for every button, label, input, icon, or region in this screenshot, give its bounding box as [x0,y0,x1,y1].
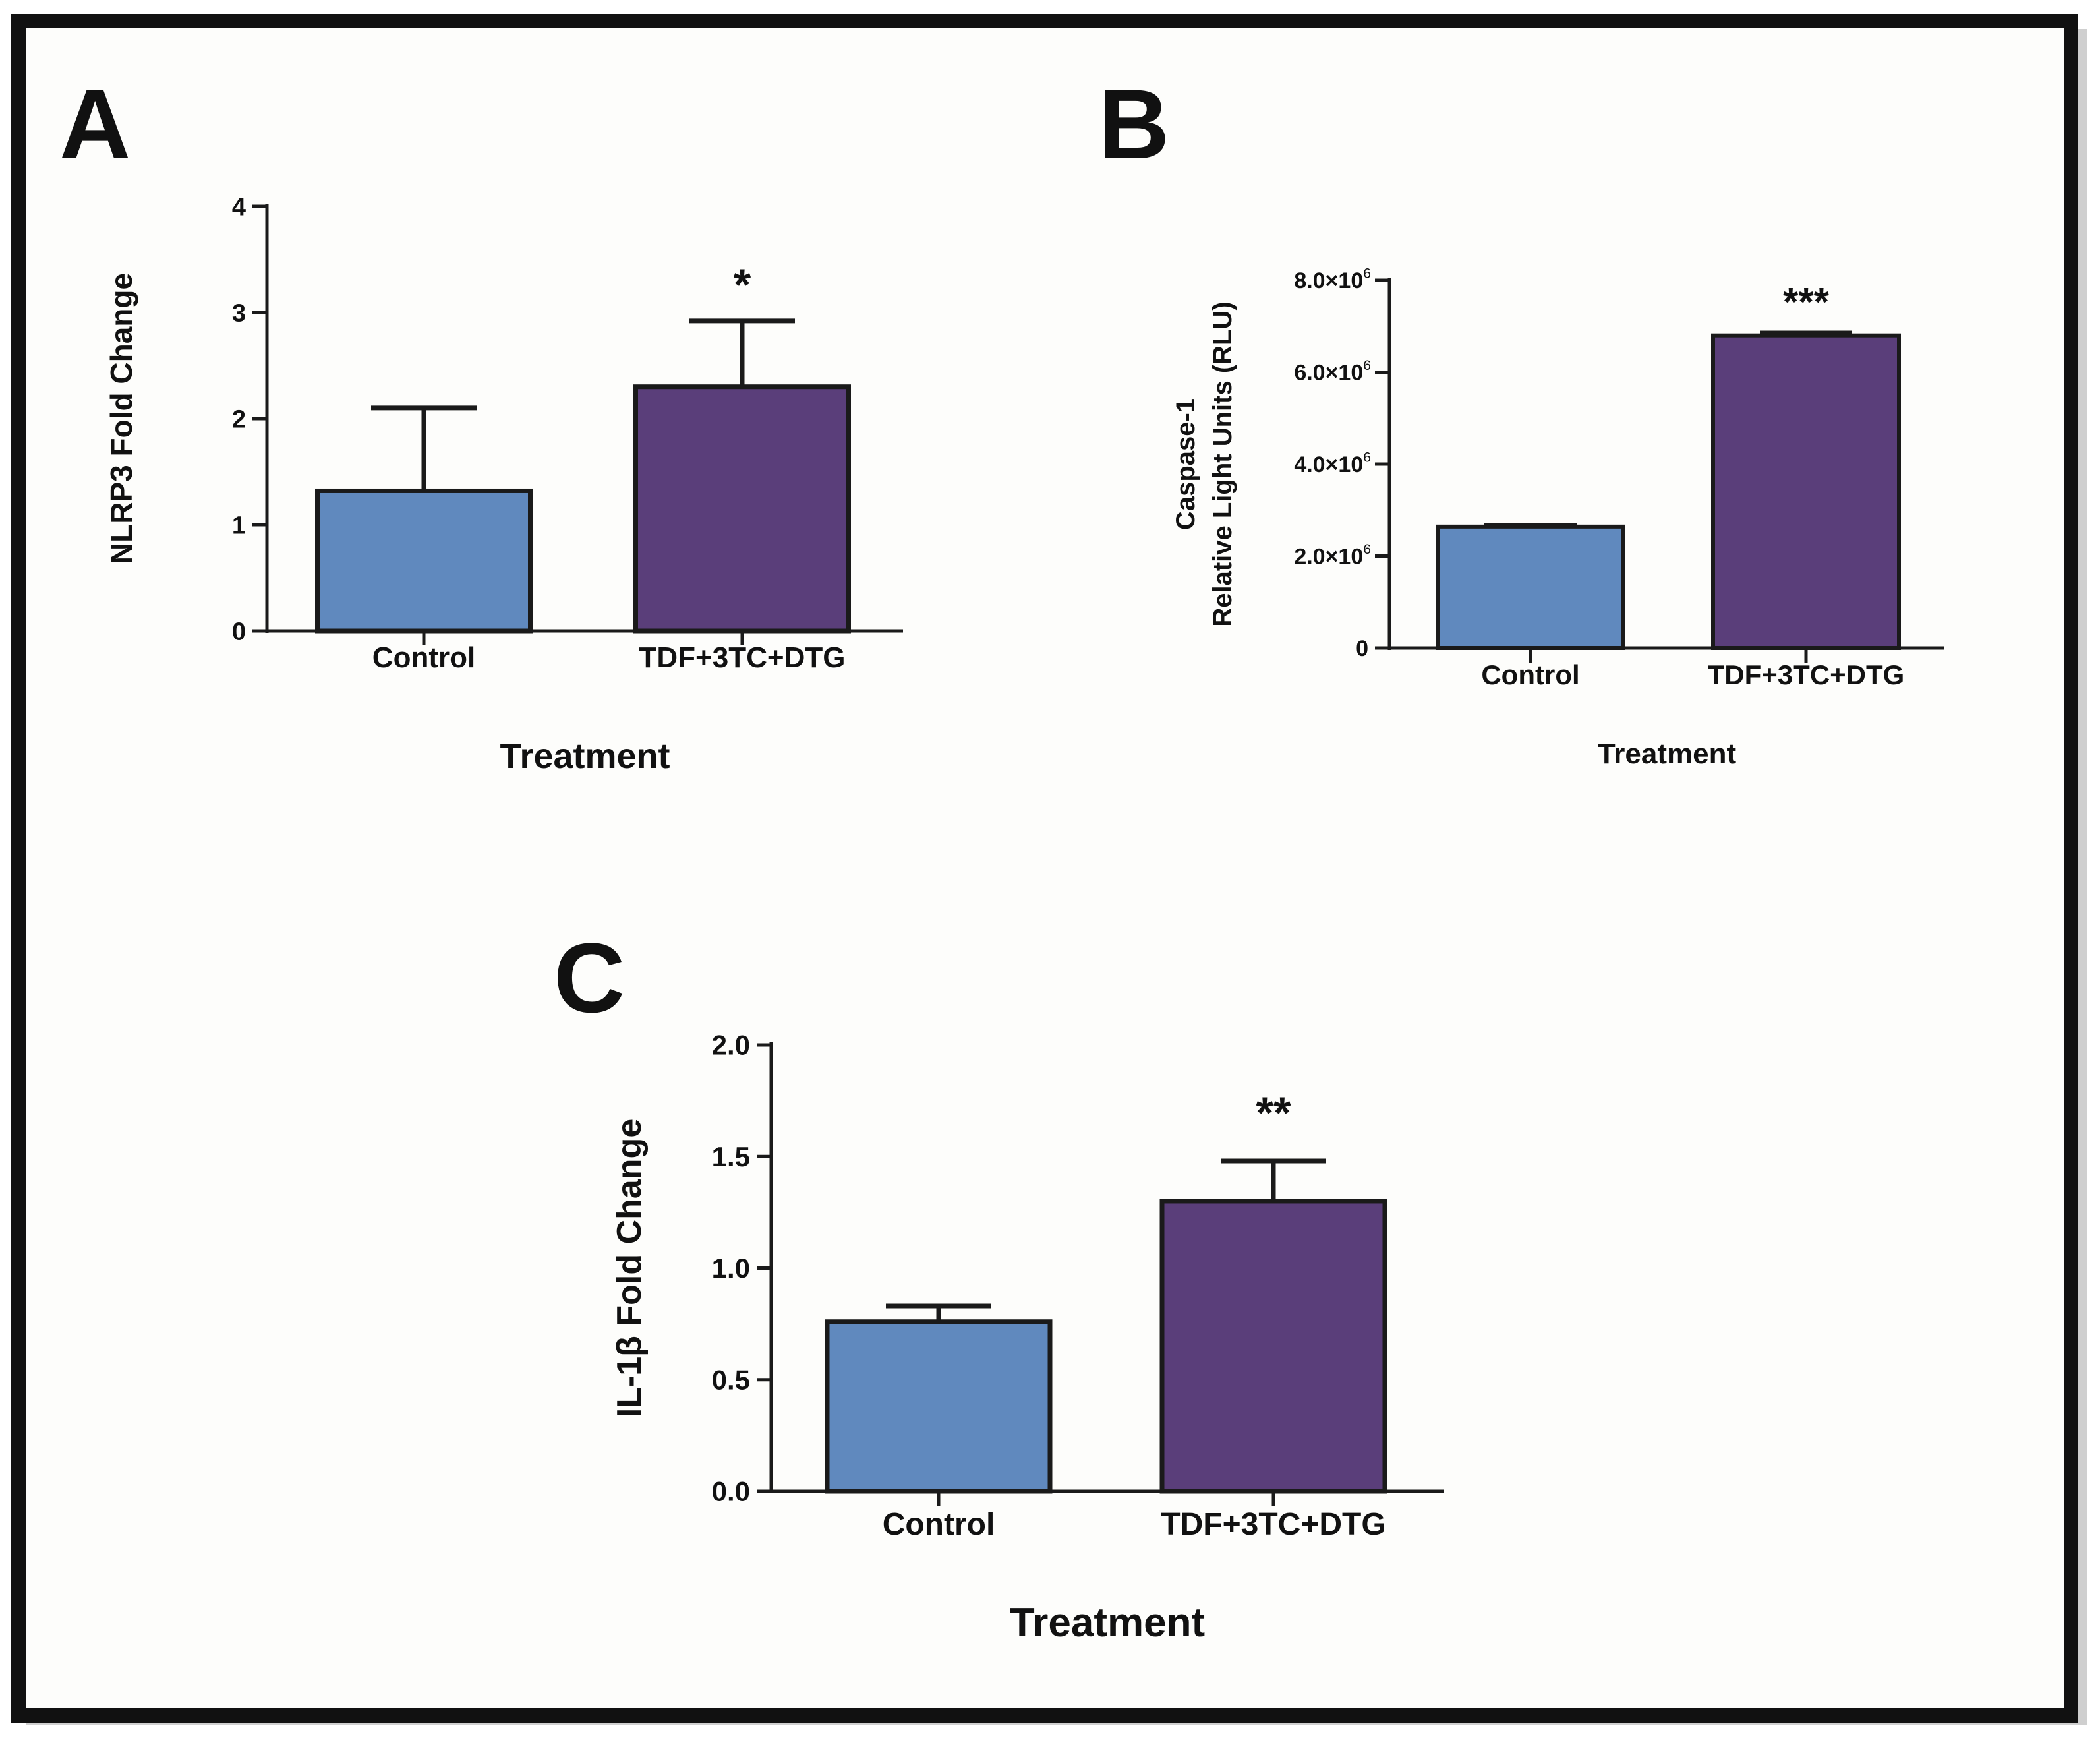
y-tick-label: 8.0×106 [1294,266,1371,293]
y-tick-label: 0.5 [712,1364,750,1395]
bar-tdf-3tc-dtg [1711,333,1901,650]
x-axis-label: Treatment [500,736,670,776]
panel-label: A [59,69,131,179]
x-axis-label: Treatment [1598,738,1737,770]
panel-a: A Control * TDF+3TC+DTG 0 1 2 3 4 Treatment NLRP3 … [59,69,903,776]
x-axis-label: Treatment [1010,1600,1205,1646]
y-axis-label: Relative Light Units (RLU) [1208,301,1237,626]
y-tick-label: 6.0×106 [1294,358,1371,385]
significance-marker: *** [1783,280,1830,324]
y-tick-label: 4.0×106 [1294,450,1371,477]
y-tick-label: 0.0 [712,1476,750,1507]
y-tick-label: 1.0 [712,1253,750,1284]
y-axis-label: IL-1β Fold Change [610,1119,649,1418]
panel-label: B [1098,69,1169,179]
bar-tdf-3tc-dtg [1159,1199,1387,1494]
y-tick-label: 4 [232,193,246,221]
significance-marker: * [734,260,751,310]
bar-tdf-3tc-dtg [633,384,851,634]
x-tick-label: Control [1481,659,1579,690]
bar-control [825,1319,1053,1494]
y-axis-label: Caspase-1 [1171,398,1200,530]
y-tick-label: 2.0 [712,1030,750,1061]
x-tick-label: Control [883,1507,995,1542]
panel-b: B Control *** TDF+3TC+DTG 0 2.0×106 4.0×106 6.0… [1098,69,1944,770]
y-axis-label: NLRP3 Fold Change [104,273,138,564]
x-tick-label: TDF+3TC+DTG [1708,659,1905,690]
y-tick-label: 1 [232,512,246,539]
y-tick-label: 2 [232,405,246,433]
bar-control [1436,524,1625,650]
panel-label: C [554,922,625,1033]
y-tick-label: 0 [232,618,246,645]
y-tick-label: 3 [232,299,246,327]
significance-marker: ** [1256,1088,1291,1138]
y-tick-label: 2.0×106 [1294,542,1371,569]
x-tick-label: Control [372,641,475,674]
y-tick-label: 1.5 [712,1141,750,1172]
x-tick-label: TDF+3TC+DTG [1161,1507,1385,1542]
charts-container: A Control * TDF+3TC+DTG 0 1 2 3 4 Treatment NLRP3 … [59,69,1944,1646]
panel-c: C Control ** TDF+3TC+DTG 0.0 0.5 1.0 1.5 2.0 Trea… [554,922,1444,1646]
y-tick-label: 0 [1356,636,1368,661]
bar-control [315,488,533,634]
x-tick-label: TDF+3TC+DTG [639,641,846,674]
